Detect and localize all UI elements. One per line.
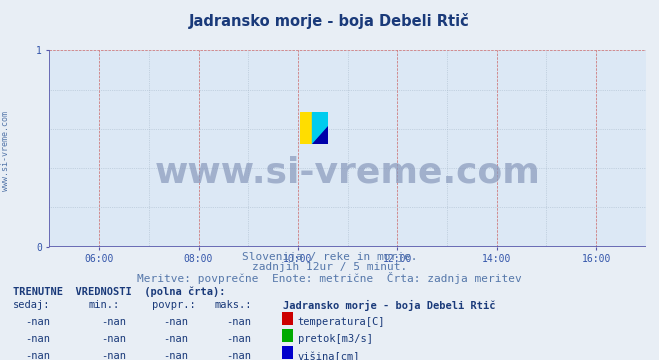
Bar [300,112,312,144]
Text: Jadransko morje - boja Debeli Rtič: Jadransko morje - boja Debeli Rtič [283,300,496,311]
Text: -nan: -nan [163,317,188,327]
Text: www.si-vreme.com: www.si-vreme.com [1,111,10,191]
Text: -nan: -nan [25,351,50,360]
Polygon shape [312,112,328,130]
Text: TRENUTNE  VREDNOSTI  (polna črta):: TRENUTNE VREDNOSTI (polna črta): [13,286,225,297]
Text: -nan: -nan [226,351,251,360]
Text: pretok[m3/s]: pretok[m3/s] [298,334,373,344]
Text: maks.:: maks.: [214,300,252,310]
Text: www.si-vreme.com: www.si-vreme.com [155,155,540,189]
Text: -nan: -nan [101,351,126,360]
Text: -nan: -nan [226,334,251,344]
Text: min.:: min.: [89,300,120,310]
Text: povpr.:: povpr.: [152,300,195,310]
Text: -nan: -nan [163,334,188,344]
Polygon shape [312,126,328,144]
Text: zadnjih 12ur / 5 minut.: zadnjih 12ur / 5 minut. [252,262,407,272]
Text: Jadransko morje - boja Debeli Rtič: Jadransko morje - boja Debeli Rtič [189,13,470,28]
Text: -nan: -nan [101,334,126,344]
Text: Slovenija / reke in morje.: Slovenija / reke in morje. [242,252,417,262]
Text: -nan: -nan [25,334,50,344]
Text: -nan: -nan [101,317,126,327]
Bar [312,112,328,144]
Text: -nan: -nan [25,317,50,327]
Text: -nan: -nan [226,317,251,327]
Text: temperatura[C]: temperatura[C] [298,317,386,327]
Text: sedaj:: sedaj: [13,300,51,310]
Text: Meritve: povprečne  Enote: metrične  Črta: zadnja meritev: Meritve: povprečne Enote: metrične Črta:… [137,272,522,284]
Text: višina[cm]: višina[cm] [298,351,360,360]
Text: -nan: -nan [163,351,188,360]
